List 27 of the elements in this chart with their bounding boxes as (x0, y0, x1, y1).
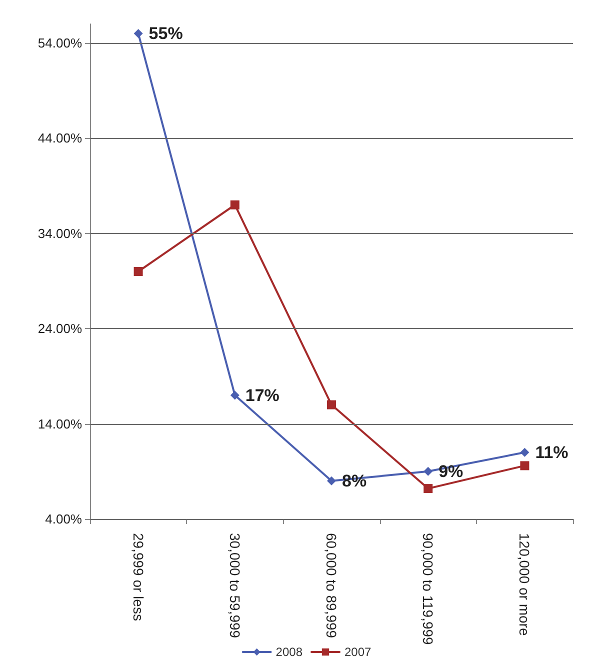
data-label: 17% (245, 386, 280, 405)
x-tick-label: 29,999 or less (130, 533, 146, 621)
legend-label: 2008 (276, 645, 303, 659)
y-tick-label: 24.00% (38, 321, 82, 336)
x-tick-label: 30,000 to 59,999 (226, 533, 243, 638)
x-tick-label: 120,000 or more (516, 533, 533, 636)
point (230, 200, 240, 210)
y-tick-label: 44.00% (38, 130, 82, 146)
point (327, 476, 336, 486)
point (520, 448, 530, 457)
point (424, 466, 433, 476)
data-label: 11% (535, 442, 568, 462)
point (230, 390, 240, 400)
y-tick-label: 34.00% (38, 226, 82, 241)
y-tick-label: 4.00% (45, 512, 82, 526)
x-tick-label: 60,000 to 89,999 (324, 533, 340, 638)
point (424, 484, 433, 494)
x-tick-label: 90,000 to 119,999 (420, 533, 436, 646)
data-label: 9% (438, 462, 464, 481)
point (134, 267, 143, 276)
point (327, 400, 336, 410)
point (134, 29, 143, 38)
y-tick-label: 14.00% (38, 416, 82, 432)
legend-label: 2007 (344, 645, 372, 659)
y-tick-label: 54.00% (38, 36, 82, 51)
data-label: 55% (148, 24, 183, 44)
point (520, 461, 530, 470)
